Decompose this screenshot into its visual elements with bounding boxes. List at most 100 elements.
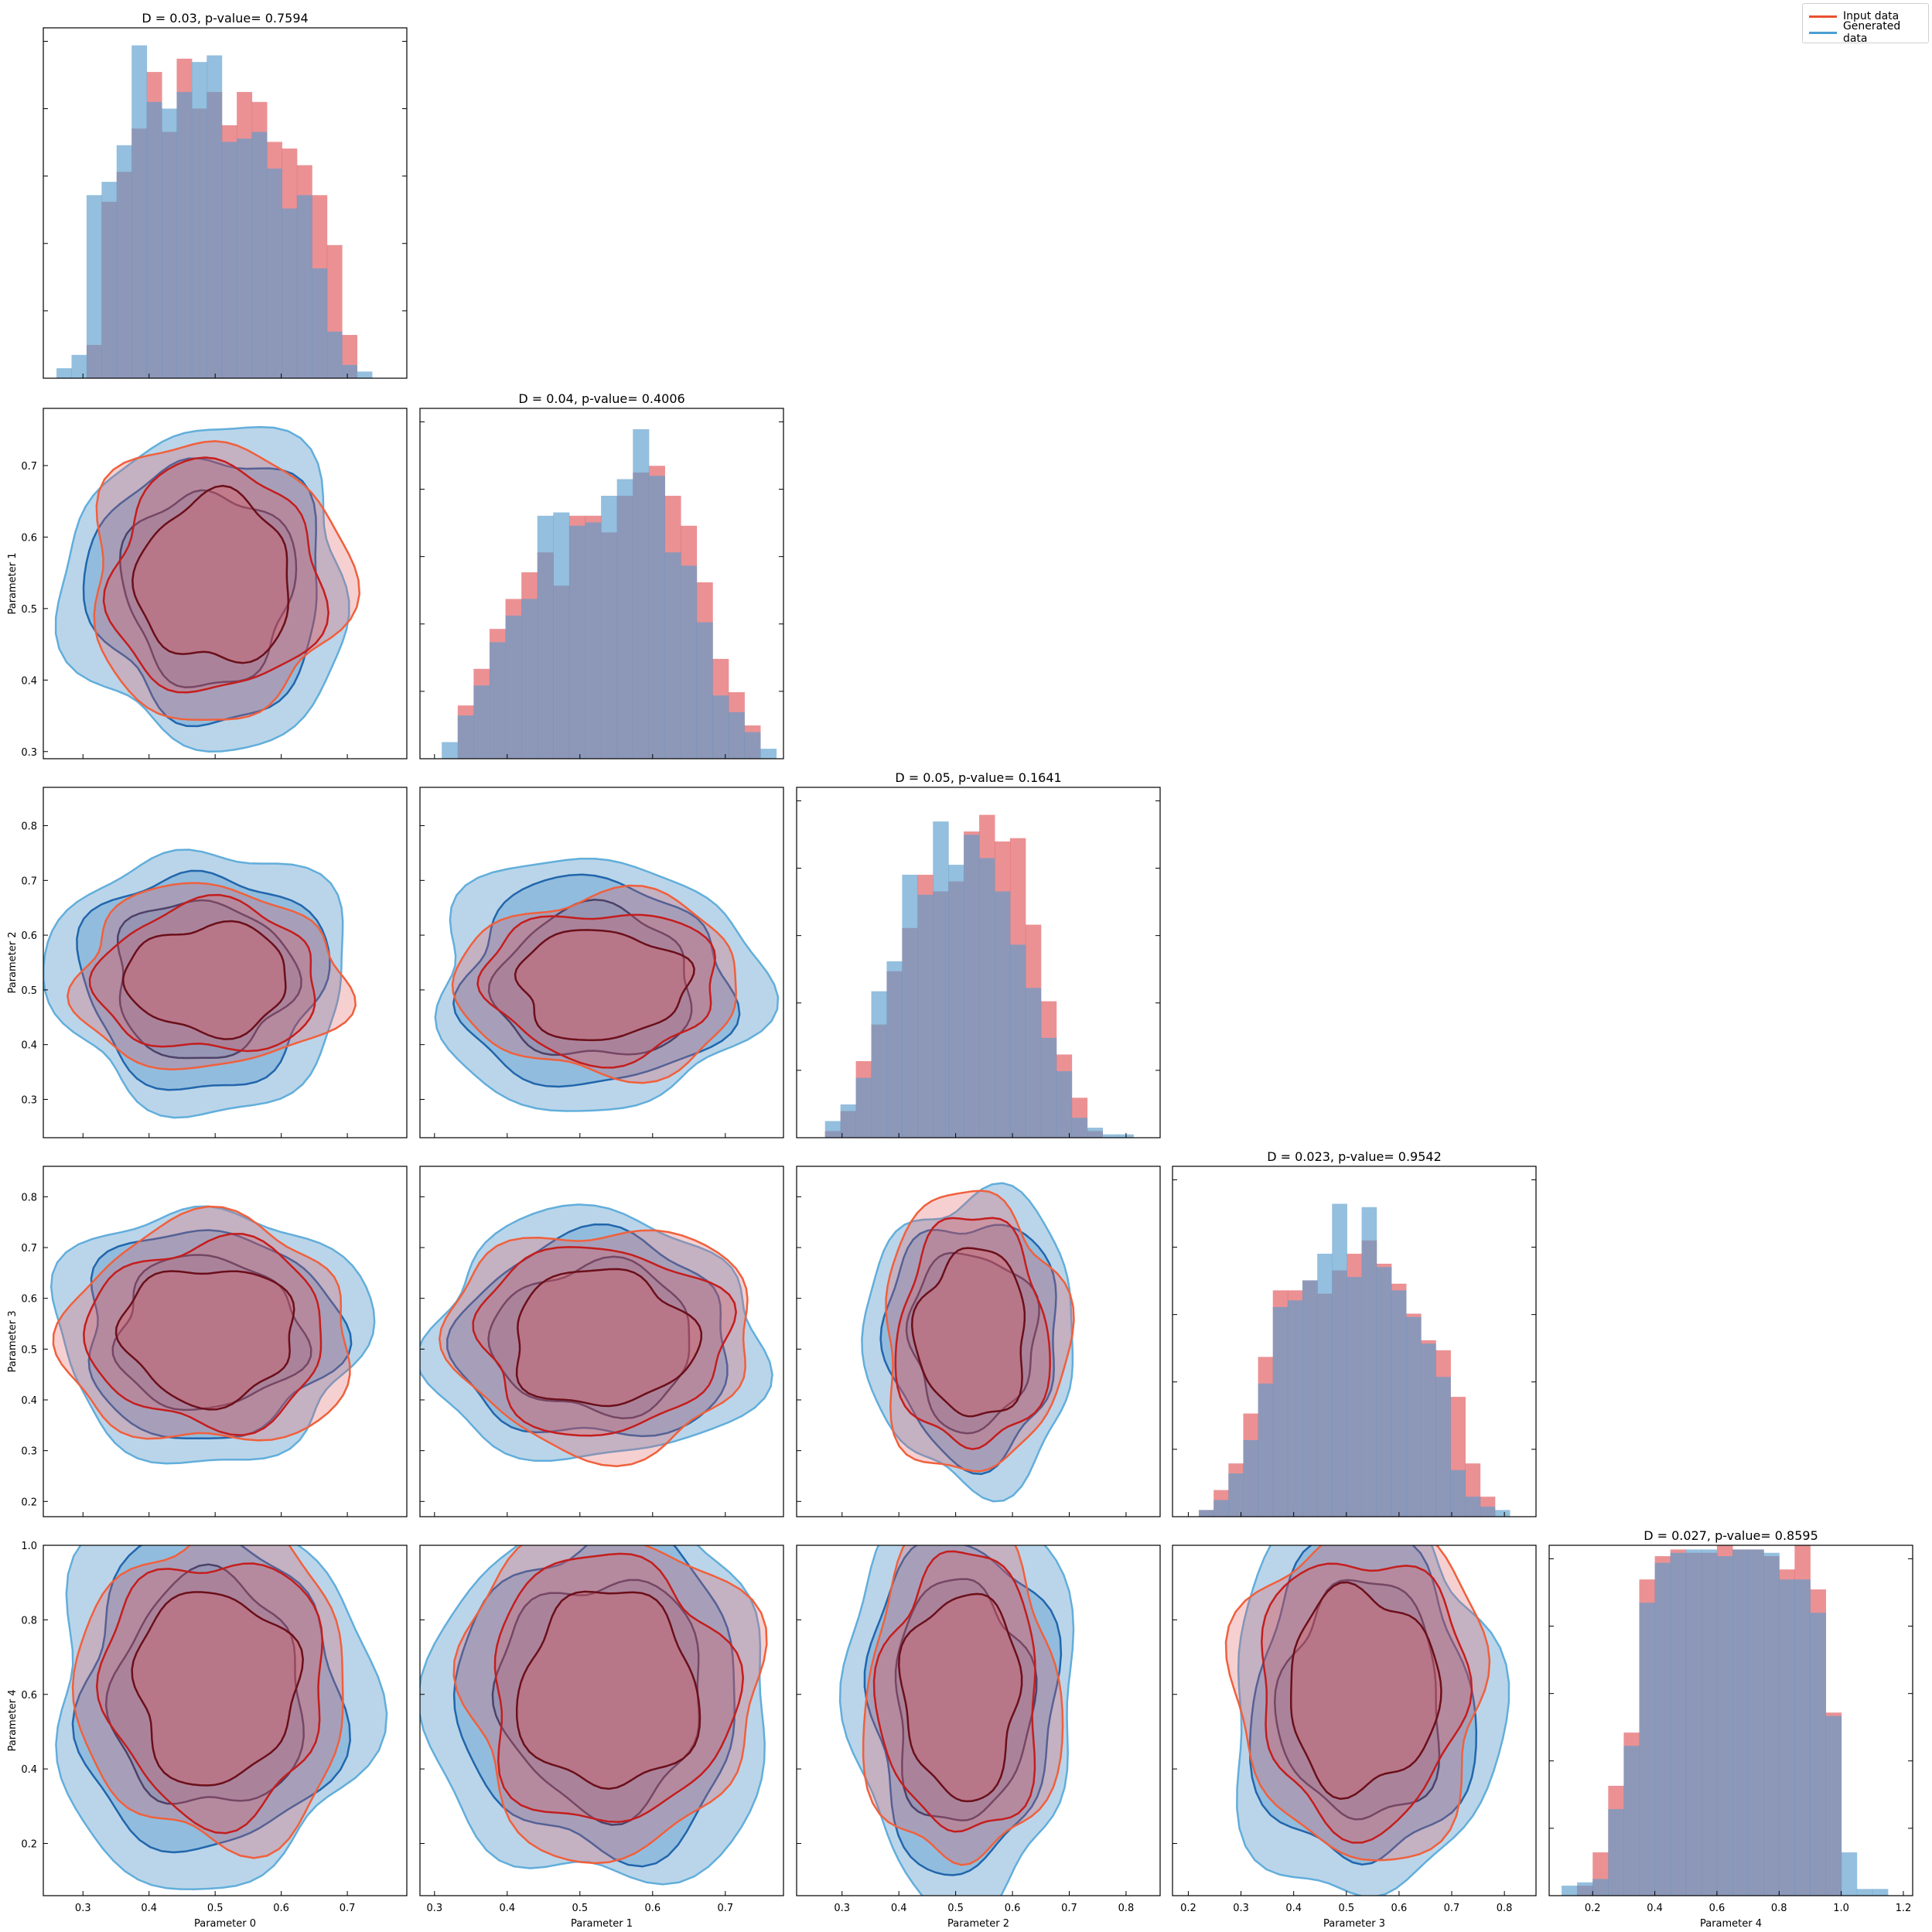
panel-hist-0: D = 0.03, p-value= 0.7594 bbox=[43, 11, 408, 379]
generated-bar bbox=[1763, 1552, 1780, 1896]
x-axis-label-2: Parameter 2 bbox=[947, 1918, 1009, 1930]
x-tick-label: 0.2 bbox=[1585, 1903, 1601, 1914]
contour-group-0-1 bbox=[54, 425, 361, 753]
y-tick-label: 0.4 bbox=[21, 1764, 37, 1776]
generated-bar bbox=[648, 476, 665, 759]
histogram-bars-4 bbox=[1562, 1545, 1889, 1896]
histogram-bars-1 bbox=[442, 428, 777, 759]
contour-group-2-3 bbox=[861, 1182, 1075, 1503]
generated-bar bbox=[728, 712, 745, 759]
generated-bar bbox=[101, 182, 118, 378]
panel-0-3: 0.2 0.3 0.4 0.5 0.6 0.7 0.8 Parameter 3 bbox=[7, 1166, 408, 1517]
y-tick-label: 0.3 bbox=[21, 747, 37, 759]
y-tick-label: 1.0 bbox=[21, 1541, 37, 1552]
generated-bar bbox=[71, 354, 87, 378]
contour-group-2-4 bbox=[838, 1545, 1075, 1896]
x-tick-label: 0.7 bbox=[717, 1903, 733, 1914]
generated-bar bbox=[948, 865, 964, 1138]
generated-bar bbox=[824, 1121, 841, 1138]
contour-group-1-4 bbox=[420, 1545, 768, 1886]
generated-bar bbox=[1856, 1889, 1873, 1896]
contour-group-0-2 bbox=[43, 848, 357, 1119]
generated-bar bbox=[326, 331, 343, 378]
generated-bar bbox=[664, 552, 681, 759]
y-tick-label: 0.6 bbox=[21, 1294, 37, 1306]
generated-bar bbox=[1794, 1579, 1811, 1896]
generated-contour-3 bbox=[111, 1254, 312, 1411]
generated-bar bbox=[1810, 1613, 1827, 1896]
panel-frame bbox=[1172, 1166, 1537, 1517]
panel-1-3 bbox=[419, 1166, 784, 1517]
generated-contour-3 bbox=[1273, 1579, 1441, 1821]
panel-0-2: 0.3 0.4 0.5 0.6 0.7 0.8 Parameter 2 bbox=[7, 787, 408, 1138]
x-tick-label: 0.6 bbox=[1005, 1903, 1021, 1914]
generated-contour-1 bbox=[1236, 1545, 1510, 1896]
generated-bar bbox=[1623, 1746, 1640, 1896]
histogram-title-2: D = 0.05, p-value= 0.1641 bbox=[895, 770, 1061, 785]
generated-contour-2 bbox=[452, 873, 741, 1088]
x-axis-label-3: Parameter 3 bbox=[1323, 1918, 1385, 1930]
y-tick-label: 0.8 bbox=[21, 1192, 37, 1203]
generated-bar bbox=[1025, 988, 1042, 1138]
generated-contour-2 bbox=[71, 1545, 351, 1854]
generated-bar bbox=[1391, 1290, 1407, 1517]
generated-bar bbox=[1841, 1852, 1858, 1896]
x-tick-label: 0.6 bbox=[1391, 1903, 1408, 1914]
x-tick-label: 0.3 bbox=[834, 1903, 850, 1914]
generated-bar bbox=[1654, 1562, 1671, 1896]
panel-frame bbox=[419, 1545, 784, 1896]
generated-contour-3 bbox=[118, 489, 298, 688]
generated-contour-2 bbox=[452, 1545, 736, 1868]
y-tick-label: 0.2 bbox=[21, 1839, 37, 1851]
y-tick-label: 0.7 bbox=[21, 1243, 37, 1254]
y-tick-label: 0.8 bbox=[21, 821, 37, 833]
panel-frame bbox=[796, 1166, 1161, 1517]
contour-group-1-3 bbox=[420, 1203, 773, 1467]
generated-bar bbox=[1480, 1507, 1496, 1517]
generated-bar bbox=[1872, 1889, 1889, 1896]
y-tick-label: 0.6 bbox=[21, 1690, 37, 1702]
generated-bar bbox=[886, 961, 903, 1138]
generated-bar bbox=[296, 195, 312, 378]
input-contour-1 bbox=[862, 1545, 1064, 1866]
generated-contour-1 bbox=[49, 1205, 376, 1465]
y-tick-label: 0.4 bbox=[21, 1040, 37, 1052]
x-tick-label: 0.8 bbox=[1771, 1903, 1787, 1914]
generated-bar bbox=[312, 268, 328, 378]
generated-bar bbox=[568, 525, 586, 759]
generated-bar bbox=[840, 1104, 857, 1138]
x-tick-label: 0.4 bbox=[141, 1903, 157, 1914]
y-tick-label: 0.5 bbox=[21, 604, 37, 616]
x-tick-label: 0.4 bbox=[1647, 1903, 1663, 1914]
panel-1-2 bbox=[419, 787, 784, 1138]
generated-bar bbox=[357, 371, 373, 378]
generated-contour-2 bbox=[87, 1229, 353, 1440]
x-axis-label-0: Parameter 0 bbox=[194, 1918, 256, 1930]
input-contour-1 bbox=[885, 1190, 1075, 1473]
generated-contour-2 bbox=[879, 1224, 1057, 1476]
y-axis-label-3: Parameter 3 bbox=[7, 1310, 19, 1372]
contour-group-0-3 bbox=[49, 1205, 376, 1465]
x-axis-label-1: Parameter 1 bbox=[571, 1918, 633, 1930]
input-contour-3 bbox=[114, 1270, 295, 1411]
generated-bar bbox=[1258, 1383, 1274, 1517]
generated-bar bbox=[855, 1077, 872, 1138]
generated-contour-2 bbox=[76, 869, 331, 1091]
generated-bar bbox=[207, 55, 223, 378]
generated-bar bbox=[1361, 1207, 1377, 1517]
x-tick-label: 0.7 bbox=[1444, 1903, 1460, 1914]
input-contour-3 bbox=[897, 1592, 1023, 1803]
x-tick-label: 0.8 bbox=[1497, 1903, 1513, 1914]
panel-1-4: 0.3 0.4 0.5 0.6 0.7 Parameter 1 bbox=[419, 1545, 784, 1930]
x-tick-label: 0.5 bbox=[947, 1903, 964, 1914]
generated-bar bbox=[221, 142, 237, 378]
panel-frame bbox=[796, 1545, 1161, 1896]
generated-bar bbox=[1435, 1377, 1451, 1517]
y-tick-label: 0.3 bbox=[21, 1094, 37, 1106]
generated-bar bbox=[1087, 1128, 1104, 1138]
y-tick-label: 0.2 bbox=[21, 1497, 37, 1508]
input-contour-3 bbox=[1289, 1581, 1442, 1801]
generated-bar bbox=[521, 599, 538, 759]
generated-bar bbox=[760, 749, 777, 759]
generated-bar bbox=[994, 891, 1011, 1138]
